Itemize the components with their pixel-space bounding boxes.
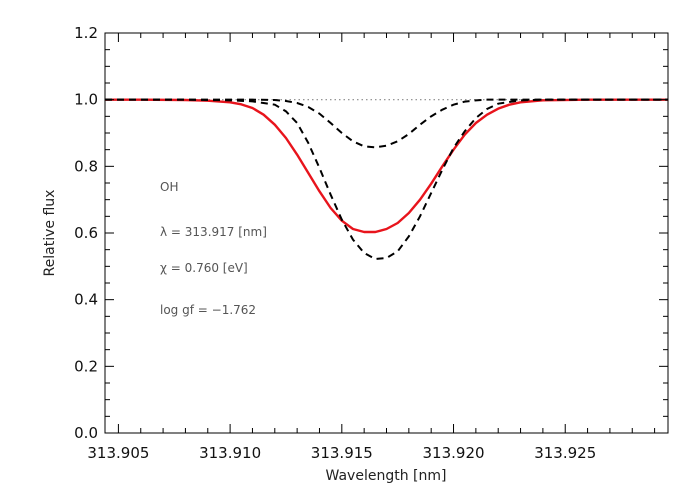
x-tick-label: 313.915 <box>311 444 373 462</box>
x-tick-label: 313.910 <box>199 444 261 462</box>
x-tick-label: 313.925 <box>534 444 596 462</box>
x-ticks <box>117 33 656 433</box>
y-tick-label: 0.6 <box>74 224 98 242</box>
x-axis: 313.905 313.910 313.915 313.920 313.925 … <box>87 33 656 484</box>
x-tick-label: 313.920 <box>423 444 485 462</box>
y-ticks <box>105 32 668 434</box>
y-tick-label: 1.0 <box>74 91 98 109</box>
x-tick-label: 313.905 <box>87 444 149 462</box>
series-solid-red <box>105 98 668 234</box>
y-axis: 0.0 0.2 0.4 0.6 0.8 1.0 1.2 Relative flu… <box>42 24 668 442</box>
x-axis-title: Wavelength [nm] <box>326 468 447 484</box>
series-dashed-deep <box>105 98 668 261</box>
annotation-wavelength: λ = 313.917 [nm] <box>160 225 267 239</box>
y-tick-label: 0.0 <box>74 424 98 442</box>
y-tick-label: 0.8 <box>74 157 98 175</box>
y-tick-label: 0.4 <box>74 291 98 309</box>
y-tick-label: 1.2 <box>74 24 98 42</box>
annotation-excitation: χ = 0.760 [eV] <box>160 261 248 275</box>
y-axis-title: Relative flux <box>42 190 58 277</box>
annotation-block: OH λ = 313.917 [nm] χ = 0.760 [eV] log g… <box>160 180 267 317</box>
annotation-species: OH <box>160 180 178 194</box>
annotation-loggf: log gf = −1.762 <box>160 303 256 317</box>
y-tick-label: 0.2 <box>74 357 98 375</box>
series-dashed-shallow <box>105 98 668 149</box>
